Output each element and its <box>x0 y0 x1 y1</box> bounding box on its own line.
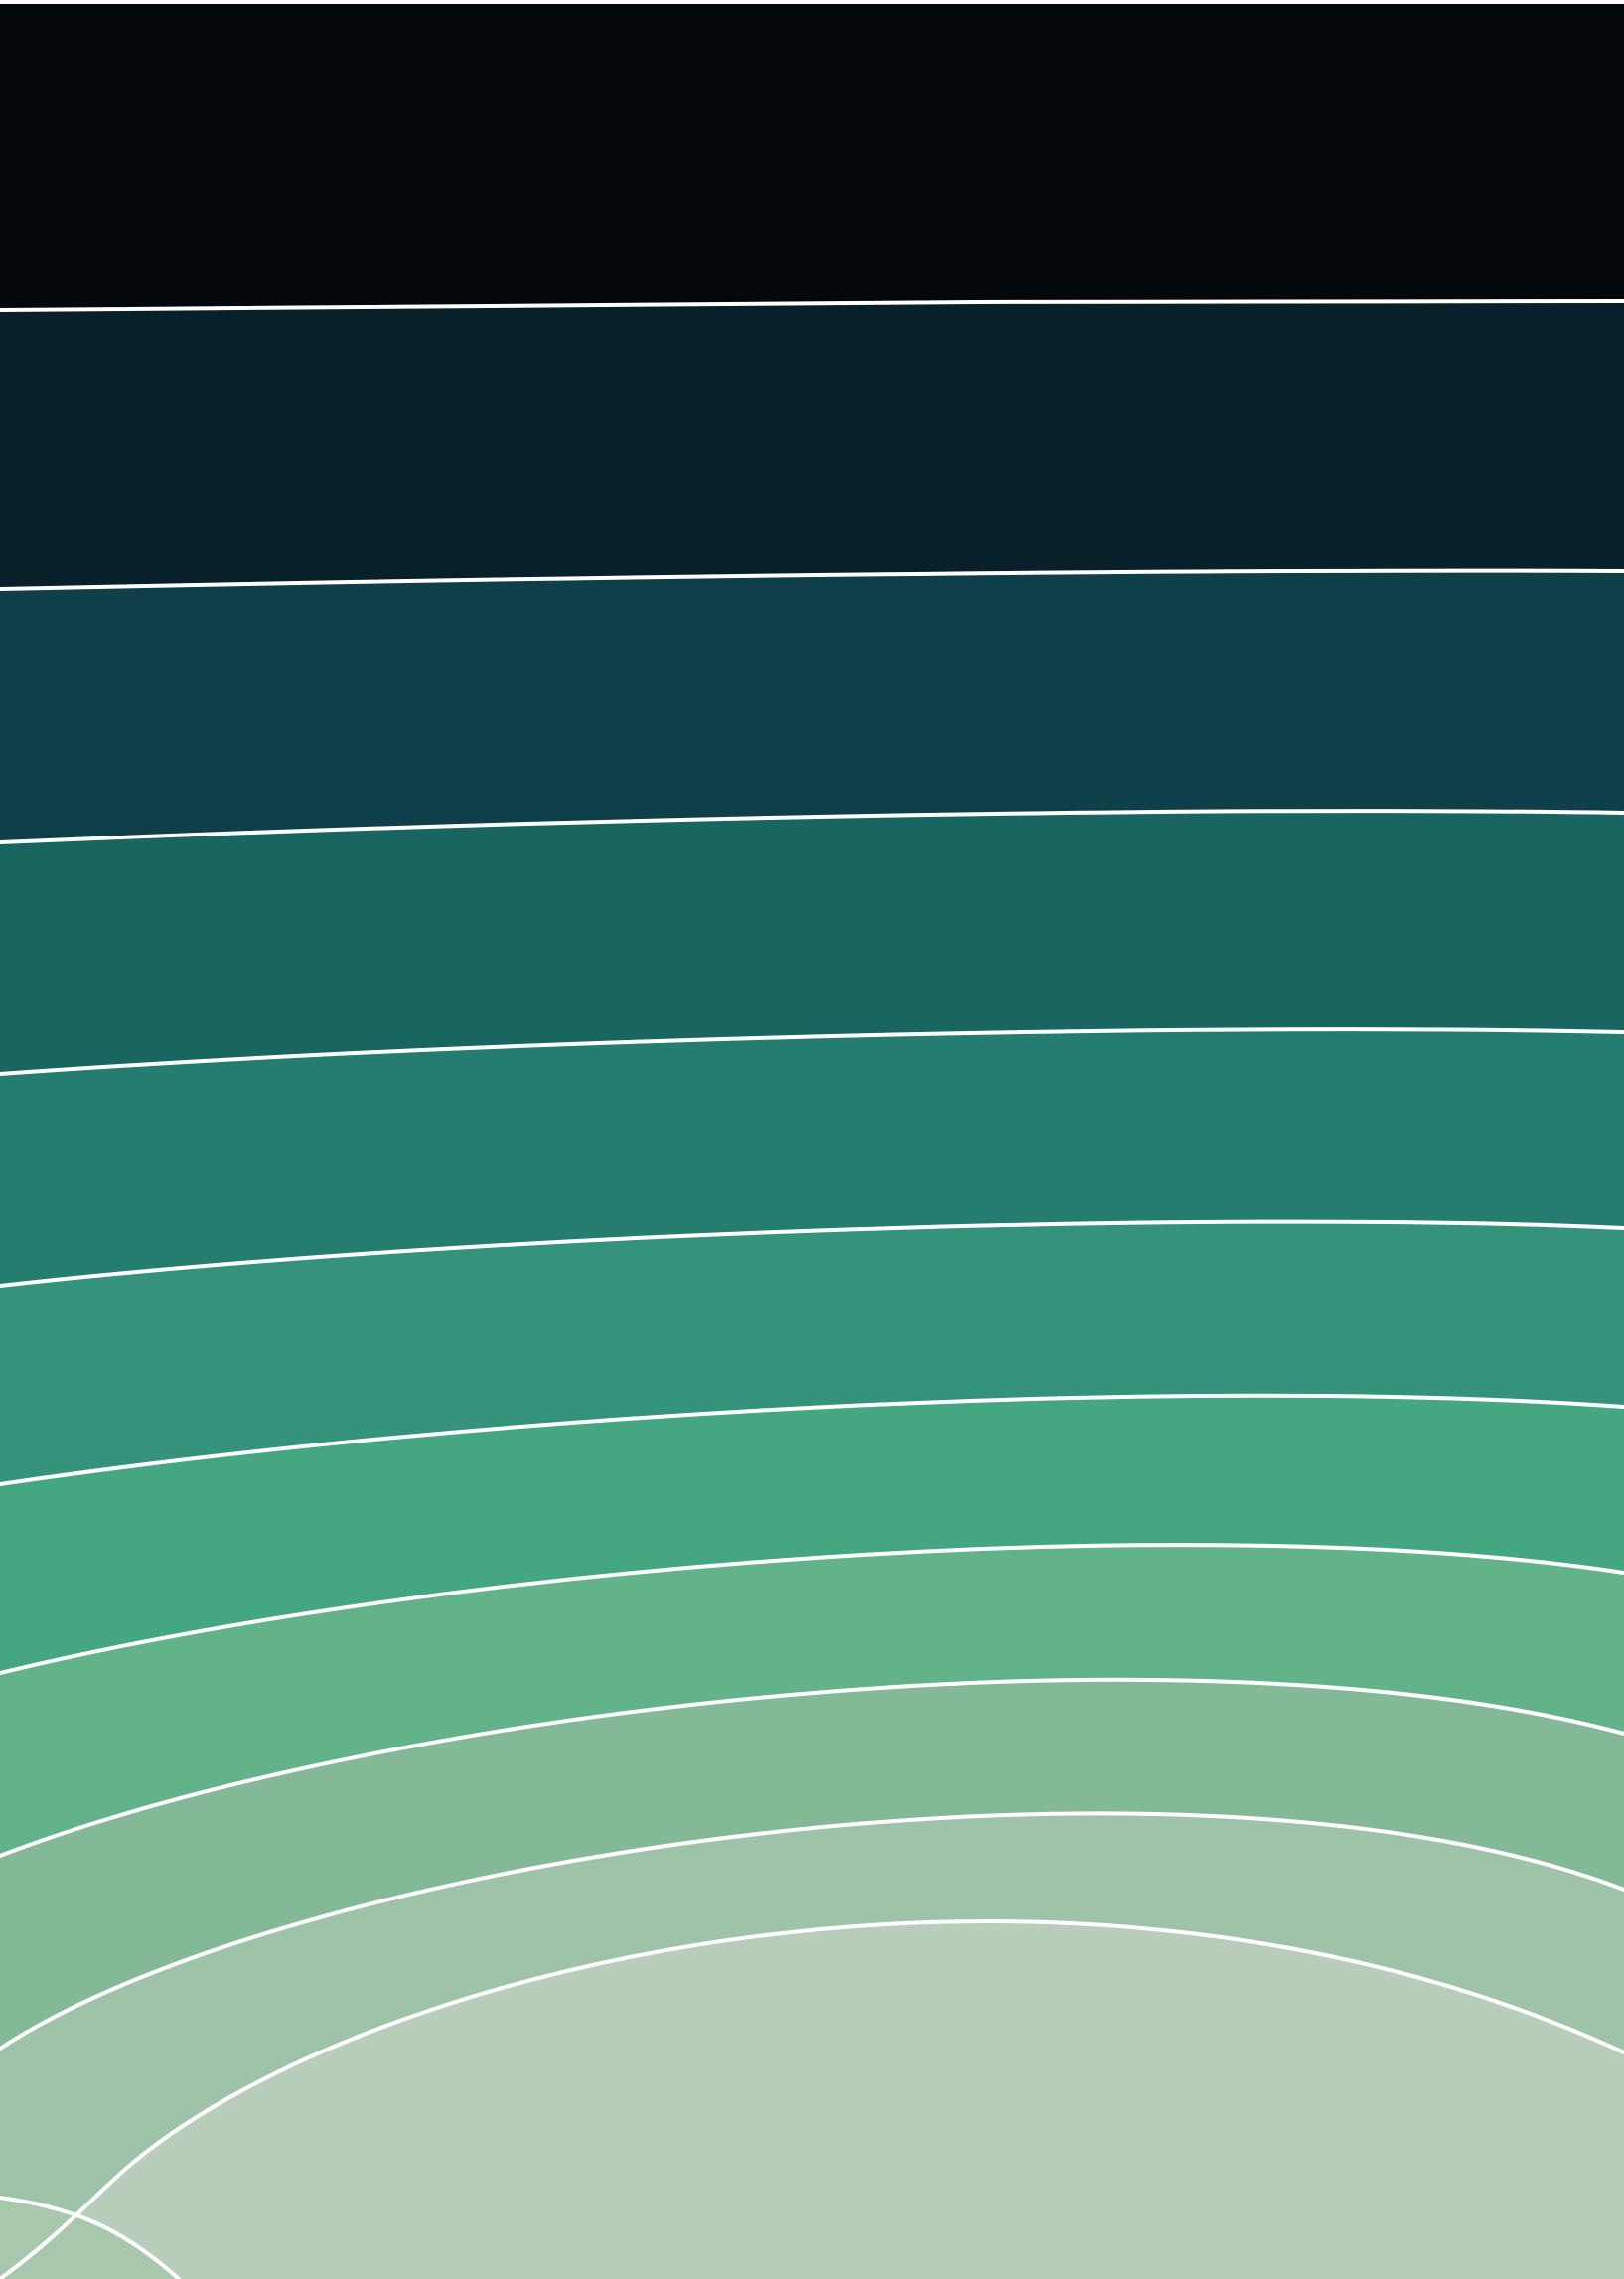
contour-line-9 <box>0 1677 1624 1858</box>
band-11 <box>0 1921 1624 2279</box>
contour-line-7 <box>0 1393 1624 1486</box>
contour-line-5 <box>0 1027 1624 1076</box>
contour-line-lens <box>0 2196 181 2279</box>
contour-line-6 <box>0 1219 1624 1288</box>
contour-line-4 <box>0 809 1624 844</box>
contour-line-10 <box>0 1811 1624 2051</box>
contour-line-2 <box>0 298 1624 312</box>
lower-left-lens <box>0 2198 179 2279</box>
contour-line-8 <box>0 1543 1624 1675</box>
contour-line-3 <box>0 568 1624 591</box>
contour-line-11 <box>0 1919 1624 2279</box>
